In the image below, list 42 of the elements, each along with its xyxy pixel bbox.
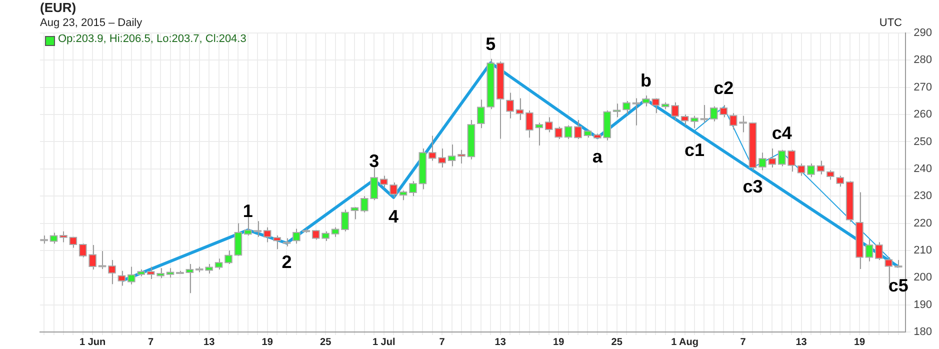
annotation: 2	[282, 252, 292, 272]
x-tick-label: 1 Jul	[372, 336, 396, 348]
y-tick-label: 240	[914, 162, 932, 175]
annotation: a	[592, 146, 604, 167]
y-tick-label: 290	[914, 27, 932, 40]
annotation: c5	[888, 276, 908, 296]
x-tick-label: 7	[439, 336, 446, 348]
x-tick-label: 19	[553, 336, 565, 348]
x-tick-label: 1 Jun	[80, 336, 106, 348]
y-tick-label: 250	[914, 136, 932, 148]
x-tick-label: 25	[320, 336, 332, 348]
x-tick-label: 19	[262, 336, 274, 348]
x-tick-label: 25	[611, 336, 623, 348]
annotation: c1	[684, 140, 705, 160]
x-tick-label: 13	[204, 336, 216, 348]
chart-title: (EUR)	[40, 0, 76, 15]
chart-subtitle: Aug 23, 2015 – Daily	[40, 17, 142, 29]
annotation: 5	[486, 34, 496, 54]
x-tick-label: 19	[854, 336, 866, 348]
y-tick-label: 210	[914, 244, 932, 256]
annotation: Op:203.9, Hi:206.5, Lo:203.7, Cl:204.3	[58, 33, 246, 45]
annotation: c3	[742, 176, 763, 197]
y-tick-label: 190	[914, 298, 932, 311]
x-tick-label: 1 Aug	[671, 336, 698, 348]
x-tick-label: 13	[796, 336, 808, 348]
x-tick-label: 7	[148, 336, 154, 348]
annotation: 4	[388, 206, 399, 226]
y-tick-label: 230	[914, 190, 932, 202]
x-tick-label: 13	[494, 336, 506, 348]
annotation: c2	[714, 78, 734, 98]
y-tick-label: 270	[914, 81, 932, 94]
annotation: 1	[242, 201, 253, 222]
y-tick-label: 220	[914, 217, 932, 230]
y-tick-label: 260	[914, 108, 932, 121]
annotation: c4	[772, 123, 792, 144]
y-tick-label: 280	[914, 54, 932, 66]
text: UTC	[879, 17, 902, 29]
y-tick-label: 180	[914, 326, 932, 338]
x-tick-label: 7	[740, 336, 746, 348]
annotation: b	[640, 70, 652, 91]
y-tick-label: 200	[914, 272, 932, 284]
annotation: 3	[369, 150, 380, 171]
